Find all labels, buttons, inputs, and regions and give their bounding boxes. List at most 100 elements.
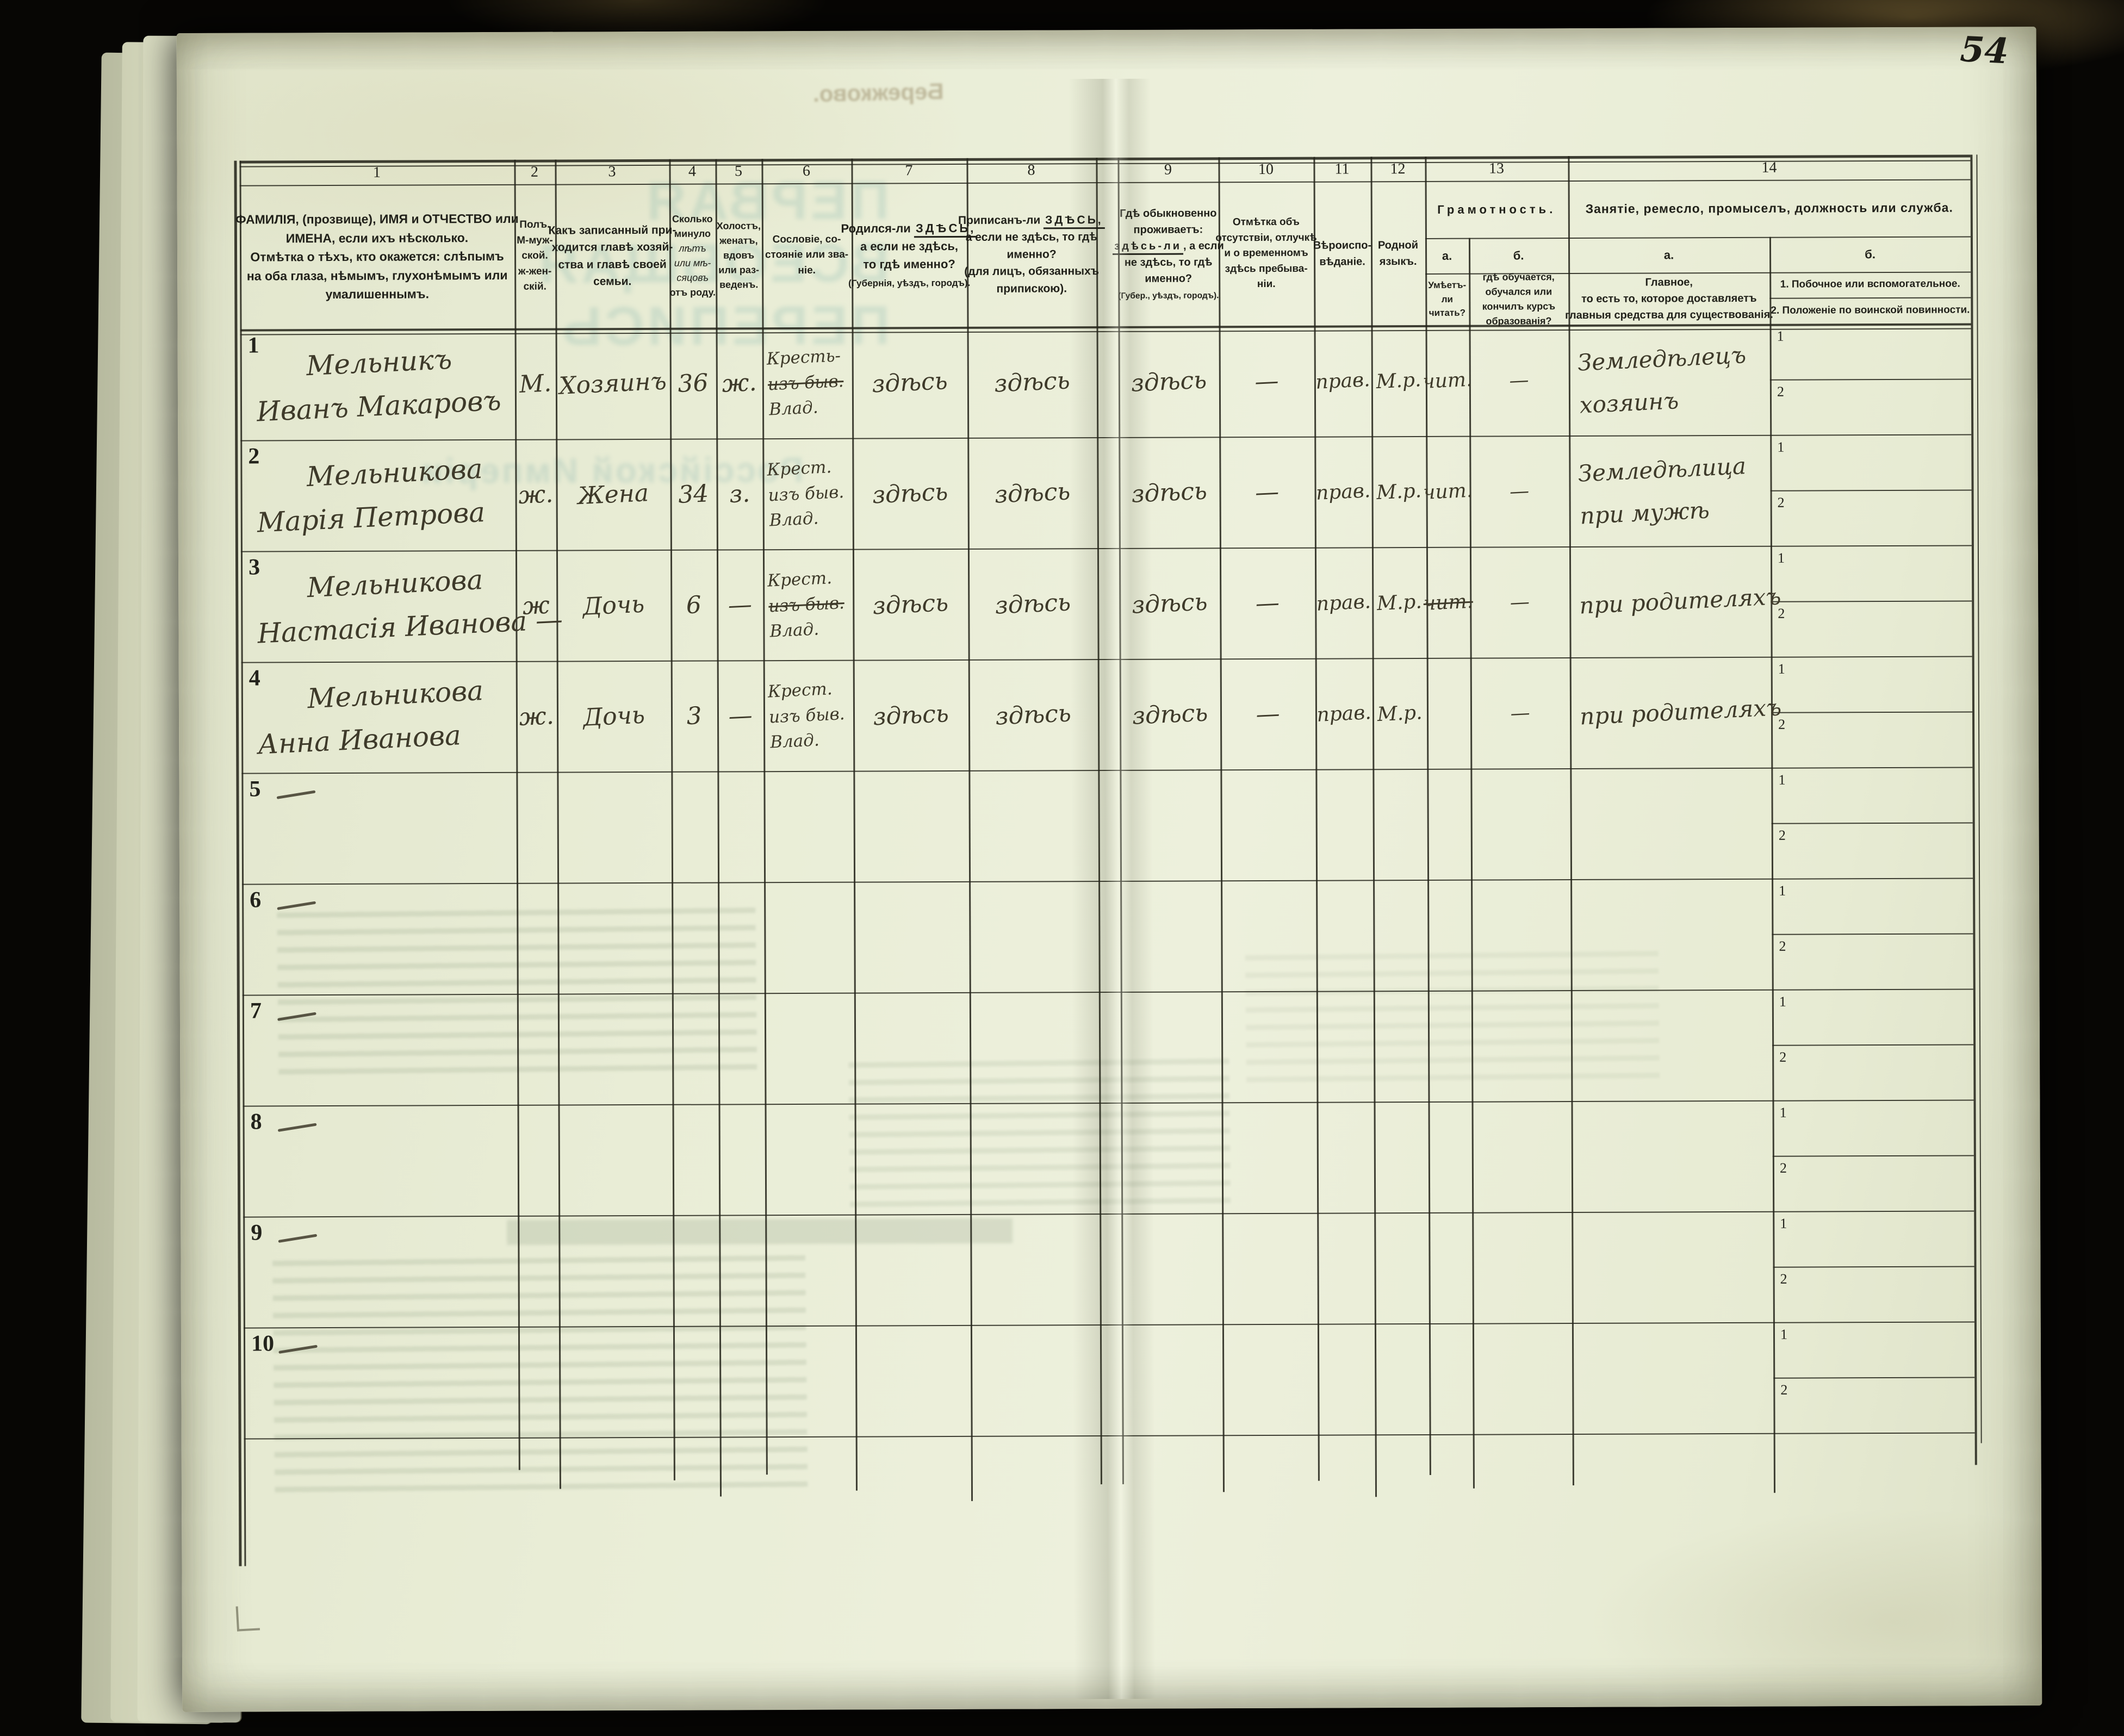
cell-r1-registered: здѣсь [993, 366, 1071, 398]
cell-r4-marital: — [728, 701, 753, 730]
cell-r3-resides: здѣсь [1131, 587, 1208, 619]
header-c2: Полъ. М-муж-ской. ж-жен-скій. [517, 219, 553, 293]
cell-r3-relation: Дочь [582, 590, 645, 621]
header-c1: ФАМИЛІЯ, (прозвище), ИМЯ и ОТЧЕСТВО или И… [235, 211, 519, 302]
cell-r3-born: здѣсь [872, 588, 949, 620]
occupation-sub-number: 1 [1777, 550, 1785, 566]
occupation-sub-number: 2 [1778, 827, 1786, 843]
cell-r3-name: Мельникова Настасія Иванова — [257, 564, 564, 650]
census-sheet: ПЕРВАЯ ВСЕОБЩАЯ ПЕРЕПИСЬ Россійской Импе… [176, 27, 2042, 1712]
header-c13-title: Грамотность. [1437, 202, 1556, 216]
column-number: 7 [905, 161, 913, 179]
cell-r4-language: М.р. [1376, 701, 1423, 726]
cell-r3-occupation: при родителяхъ [1579, 583, 1782, 619]
header-c3: Какъ записанный при-ходится главѣ хозяй-… [548, 223, 676, 288]
column-number: 13 [1488, 159, 1505, 177]
row-number: 5 [249, 776, 261, 802]
cell-r1-language: М.р. [1375, 368, 1422, 393]
header-c14b-side: 1. Побочное или вспомогательное. [1780, 278, 1960, 290]
row-number: 6 [250, 887, 262, 913]
bleedthrough-note: Бережково. [812, 78, 944, 107]
table-rule-horizontal [1770, 489, 1972, 491]
cell-r1-estate: Кресть-изъ быв. Влад. [766, 346, 844, 420]
column-number: 10 [1258, 160, 1274, 178]
header-c13a-letter: а. [1442, 248, 1452, 263]
cell-r4-relation: Дочь [582, 701, 645, 732]
cell-r4-occupation: при родителяхъ [1579, 694, 1783, 730]
table-rule-vertical [1970, 154, 1977, 1465]
cell-r2-sex: ж. [517, 480, 554, 509]
occupation-sub-number: 2 [1779, 938, 1786, 954]
occupation-sub-number: 2 [1780, 1382, 1788, 1398]
occupation-sub-number: 1 [1777, 439, 1785, 455]
header-c14a-letter: а. [1663, 248, 1674, 262]
cell-r1-lit_read: чит. [1422, 368, 1473, 393]
cell-r2-lit_read: чит. [1423, 479, 1474, 504]
header-c14a-desc: Главное, то есть то, которое доставляетъ г… [1565, 276, 1773, 321]
header-c13b-desc: гдѣ обучается, обучался или кончилъ курсъ о… [1482, 271, 1556, 327]
row-number: 10 [251, 1331, 275, 1357]
header-c11: Вѣроиспо-вѣданіе. [1313, 239, 1372, 268]
header-c13b-letter: б. [1513, 248, 1524, 263]
cell-r3-registered: здѣсь [994, 588, 1072, 620]
table-rule-horizontal [243, 1321, 1974, 1329]
header-c14-title: Занятіе, ремесло, промыселъ, должность и… [1585, 200, 1953, 216]
occupation-sub-number: 1 [1780, 1215, 1787, 1231]
header-c14b-military: 2. Положеніе по воинской повинности. [1771, 304, 1970, 316]
cell-r4-estate: Крест. изъ быв. Влад. [767, 679, 846, 752]
header-c6: Сословіе, со-стояніе или зва-ніе. [765, 233, 849, 276]
table-rule-horizontal [243, 1099, 1974, 1107]
cell-r3-marital: — [727, 590, 753, 619]
cell-r4-sex: ж. [518, 701, 555, 731]
occupation-sub-number: 1 [1780, 1326, 1788, 1342]
cell-r3-absence: — [1254, 588, 1280, 618]
table-rule-horizontal [1771, 711, 1973, 713]
cell-r4-absence: — [1255, 699, 1281, 729]
table-rule-vertical [1976, 154, 1982, 1443]
cell-r1-name: Мельникъ Иванъ Макаровъ [256, 343, 502, 428]
cell-r1-resides: здѣсь [1130, 365, 1208, 397]
row-number: 7 [250, 998, 262, 1024]
cell-r1-lit_school: — [1508, 369, 1530, 392]
occupation-sub-number: 2 [1779, 1049, 1787, 1065]
cell-r2-lit_school: — [1509, 480, 1530, 503]
cell-r3-age: 6 [685, 590, 702, 619]
cell-r2-absence: — [1254, 477, 1280, 507]
cell-r2-born: здѣсь [871, 477, 949, 509]
column-number: 2 [530, 163, 539, 181]
cell-r3-language: М.р. [1376, 590, 1423, 615]
page-number: 54 [1959, 29, 2010, 72]
cell-r2-occupation: Земледѣлица при мужѣ [1577, 452, 1747, 530]
occupation-sub-number: 1 [1779, 993, 1786, 1010]
cell-r3-lit_read: чит. [1423, 590, 1474, 615]
occupation-sub-number: 1 [1779, 882, 1786, 899]
header-c13a-desc: Умѣетъ-ли читать? [1428, 279, 1467, 319]
header-c4: Сколько минуло лѣтъ или мѣ-сяцовъ отъ роду. [669, 213, 716, 298]
column-number: 3 [608, 163, 616, 180]
cell-r1-absence: — [1254, 366, 1280, 396]
header-c8: Приписанъ-ли ЗДѢСЬ, а если не здѣсь, то г… [958, 182, 1105, 327]
row-number: 9 [251, 1220, 263, 1246]
table-rule-horizontal [244, 1432, 1975, 1440]
table-rule-horizontal [1773, 1377, 1975, 1379]
table-rule-horizontal [1771, 822, 1973, 824]
table-rule-horizontal [1772, 1044, 1974, 1046]
row-number: 8 [250, 1109, 262, 1135]
table-rule-horizontal [242, 878, 1973, 885]
cell-r2-language: М.р. [1376, 479, 1422, 504]
occupation-sub-number: 2 [1780, 1271, 1787, 1287]
cell-r2-marital: з. [728, 480, 751, 508]
table-rule-vertical [1096, 158, 1102, 1485]
occupation-sub-number: 1 [1779, 1104, 1787, 1121]
cell-r1-marital: ж. [721, 368, 757, 398]
table-rule-horizontal [1772, 1155, 1974, 1157]
column-number: 14 [1761, 159, 1777, 176]
header-c14b-letter: б. [1865, 247, 1875, 262]
cell-r1-religion: прав. [1315, 368, 1371, 394]
cell-r2-registered: здѣсь [993, 477, 1071, 509]
cell-r2-resides: здѣсь [1131, 476, 1208, 508]
column-number: 12 [1390, 160, 1406, 177]
column-number: 4 [688, 163, 697, 180]
table-rule-horizontal [1769, 378, 1971, 381]
